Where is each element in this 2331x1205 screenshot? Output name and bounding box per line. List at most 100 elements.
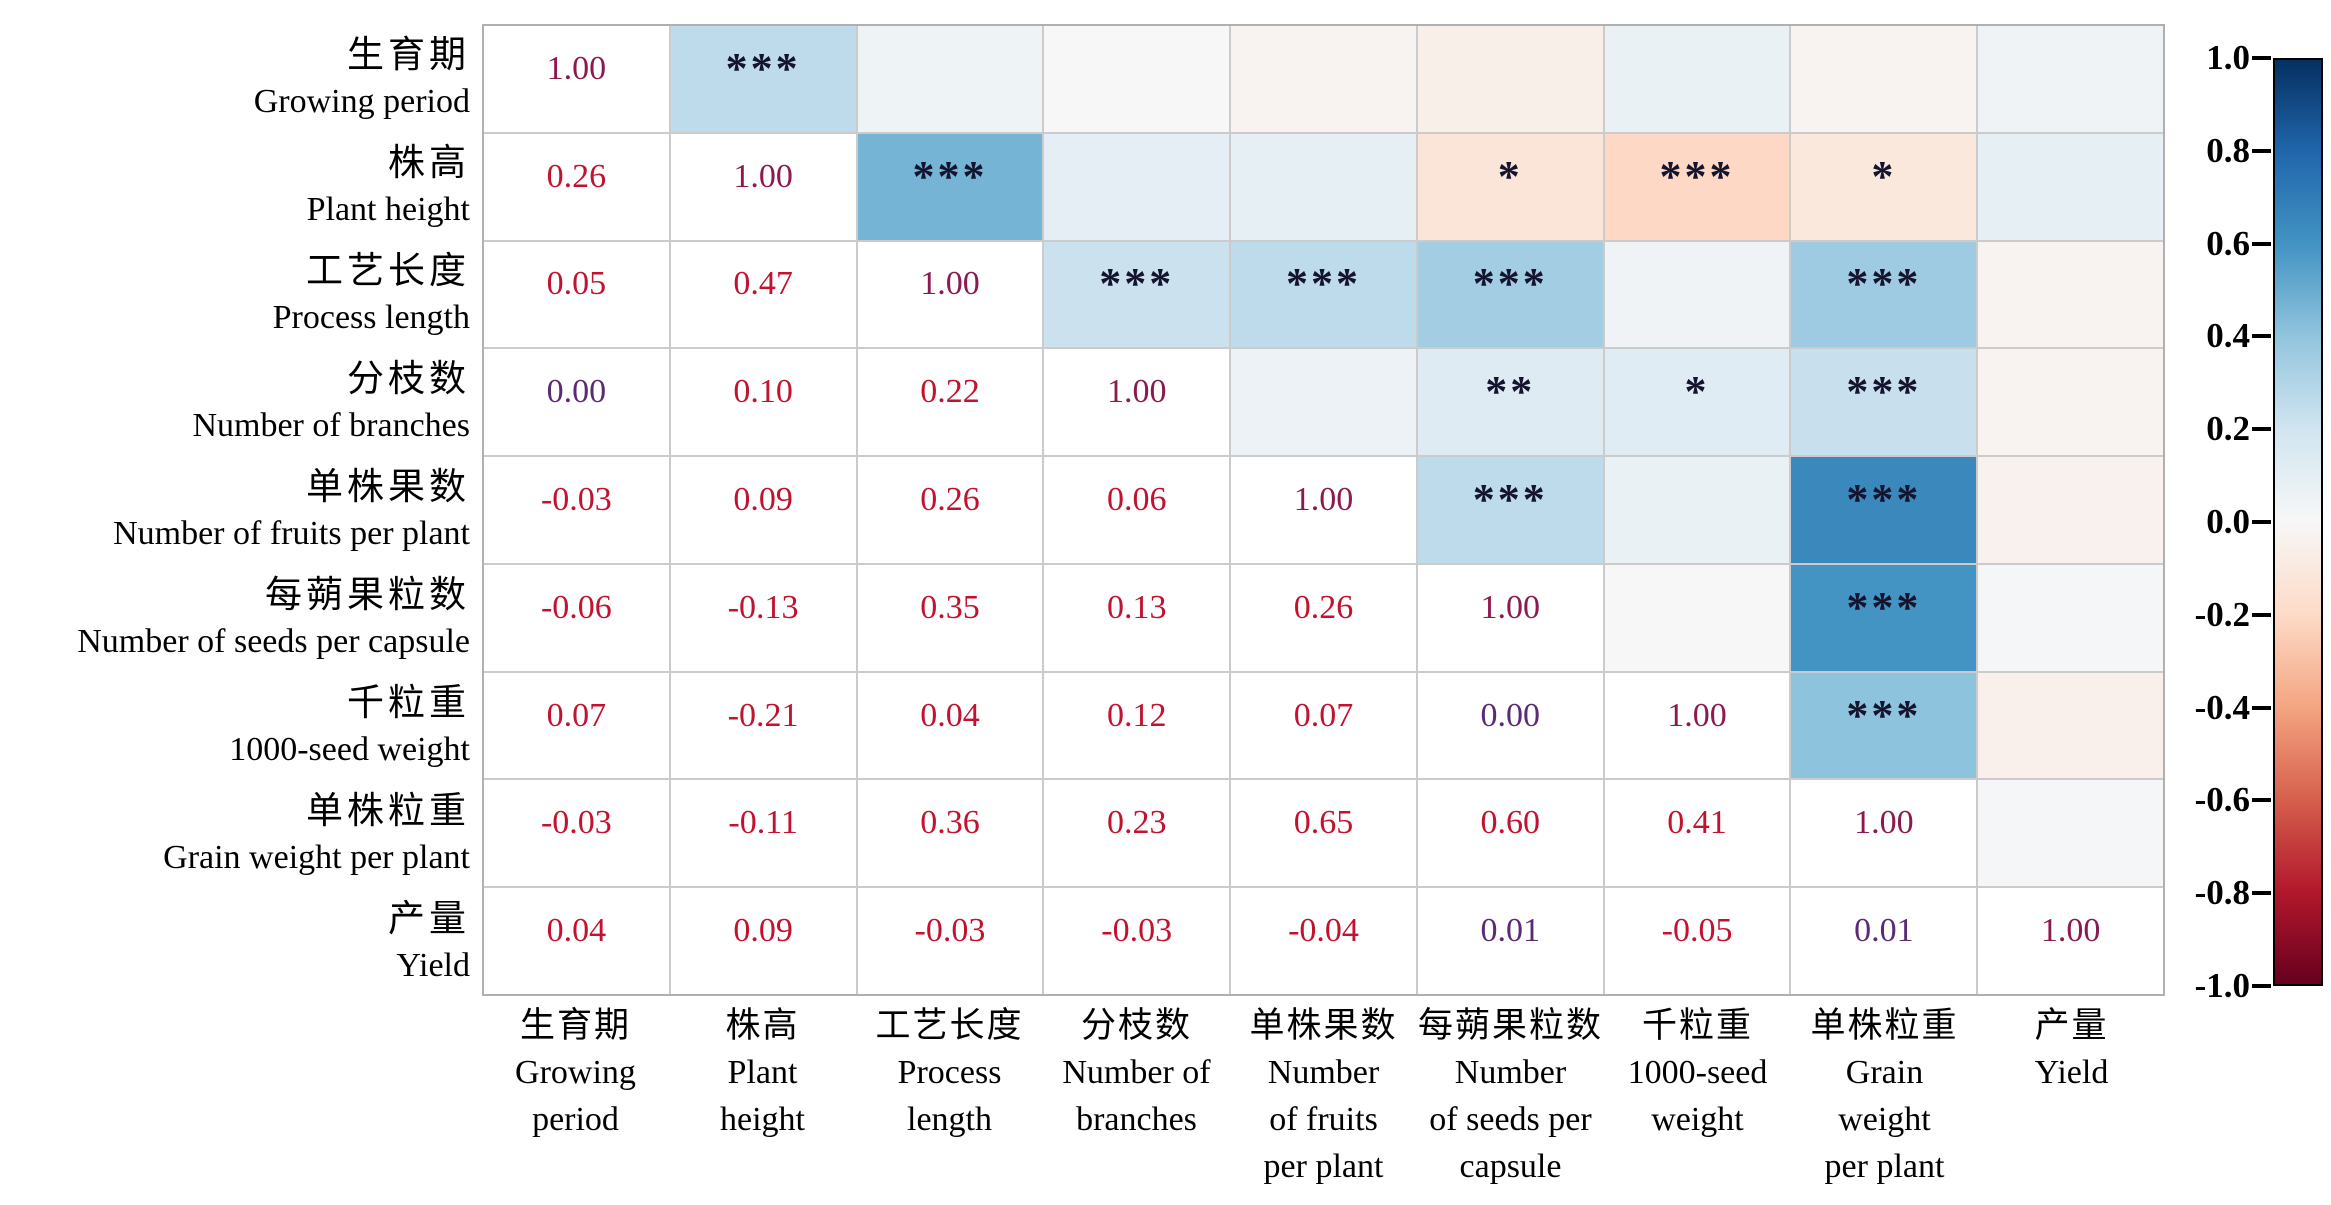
matrix-cell-r1c1: 1.00 <box>484 26 669 132</box>
row-label-zh: 每蒴果粒数 <box>265 575 470 616</box>
significance-stars: *** <box>1846 690 1922 740</box>
row-label-en: Process length <box>272 299 470 336</box>
col-label-zh: 单株果数 <box>1249 1006 1398 1045</box>
matrix-cell-r9c5: -0.04 <box>1231 888 1416 994</box>
col-label-en-line: Growing <box>515 1054 636 1091</box>
matrix-cell-r3c4: *** <box>1044 241 1230 348</box>
colorbar-tick-mark <box>2252 705 2271 710</box>
col-label-zh: 单株粒重 <box>1810 1006 1959 1045</box>
significance-stars: * <box>1684 367 1710 417</box>
matrix-cell-r7c2: -0.21 <box>670 672 856 779</box>
col-label-zh: 产量 <box>2034 1006 2109 1045</box>
matrix-cell-r4c3: 0.22 <box>857 349 1043 456</box>
matrix-cell-r4c6: ** <box>1417 349 1603 456</box>
matrix-cell-r3c3: 1.00 <box>857 241 1043 348</box>
correlation-value: -0.11 <box>728 804 798 842</box>
colorbar-tick-label: 0.8 <box>2206 130 2250 170</box>
col-label-zh: 每蒴果粒数 <box>1417 1006 1603 1045</box>
correlation-value: 1.00 <box>2040 912 2101 950</box>
matrix-cell-r5c9 <box>1978 457 2163 563</box>
row-label-en: Number of fruits per plant <box>113 515 470 552</box>
matrix-cell-r3c2: 0.47 <box>670 241 856 348</box>
matrix-cell-r5c8: *** <box>1791 457 1977 563</box>
matrix-cell-r8c5: 0.65 <box>1231 780 1416 887</box>
matrix-cell-r2c6: * <box>1417 133 1603 240</box>
matrix-cell-r7c5: 0.07 <box>1231 672 1416 779</box>
correlation-value: -0.03 <box>540 804 612 842</box>
significance-stars: *** <box>1846 582 1922 632</box>
matrix-cell-r6c8: *** <box>1791 564 1977 671</box>
matrix-cell-r6c2: -0.13 <box>670 564 856 671</box>
matrix-cell-r1c8 <box>1791 26 1977 132</box>
colorbar-tick-label: 0.4 <box>2206 316 2250 356</box>
row-label-6: 每蒴果粒数 Number of seeds per capsule <box>0 564 470 672</box>
matrix-cell-r5c2: 0.09 <box>670 457 856 563</box>
matrix-cell-r8c8: 1.00 <box>1791 780 1977 887</box>
matrix-cell-r7c4: 0.12 <box>1044 672 1230 779</box>
col-label-zh: 生育期 <box>519 1006 631 1045</box>
col-label-zh: 工艺长度 <box>875 1006 1024 1045</box>
row-label-zh: 千粒重 <box>347 683 470 724</box>
correlation-value: 1.00 <box>1667 696 1727 734</box>
row-label-zh: 工艺长度 <box>306 251 470 292</box>
col-label-en-line: weight <box>1838 1101 1931 1138</box>
row-label-zh: 生育期 <box>347 35 470 76</box>
col-label-en-line: Yield <box>2034 1054 2109 1091</box>
matrix-cell-r8c6: 0.60 <box>1417 780 1603 887</box>
matrix-cell-r8c9 <box>1978 780 2163 887</box>
correlation-value: 0.01 <box>1480 912 1541 950</box>
col-label-en-line: length <box>907 1101 992 1138</box>
colorbar-tick-label: 0.6 <box>2206 223 2250 263</box>
row-label-zh: 分枝数 <box>347 359 470 400</box>
col-label-zh: 千粒重 <box>1641 1006 1753 1045</box>
significance-stars: *** <box>1846 367 1922 417</box>
row-label-9: 产量 Yield <box>0 888 470 996</box>
correlation-value: 0.35 <box>920 588 980 626</box>
correlation-value: 0.10 <box>733 373 793 411</box>
matrix-cell-r3c7 <box>1604 241 1790 348</box>
col-label-en-line: Number <box>1267 1054 1380 1091</box>
col-label-3: 工艺长度 Process length <box>856 1002 1043 1143</box>
correlation-value: -0.04 <box>1288 912 1359 950</box>
row-label-en: Grain weight per plant <box>163 839 470 876</box>
correlation-value: -0.21 <box>727 696 799 734</box>
matrix-cell-r9c3: -0.03 <box>857 888 1043 994</box>
row-label-7: 千粒重 1000-seed weight <box>0 672 470 780</box>
correlation-value: 0.00 <box>1480 696 1541 734</box>
matrix-cell-r9c6: 0.01 <box>1417 888 1603 994</box>
matrix-cell-r5c4: 0.06 <box>1044 457 1230 563</box>
row-label-4: 分枝数 Number of branches <box>0 348 470 456</box>
row-label-2: 株高 Plant height <box>0 132 470 240</box>
col-label-7: 千粒重 1000-seed weight <box>1604 1002 1791 1143</box>
matrix-cell-r2c2: 1.00 <box>670 133 856 240</box>
correlation-value: 0.09 <box>733 912 793 950</box>
col-label-en-line: of fruits <box>1269 1101 1378 1138</box>
matrix-cell-r2c8: * <box>1791 133 1977 240</box>
matrix-cell-r1c2: *** <box>670 26 856 132</box>
matrix-cell-r9c9: 1.00 <box>1978 888 2163 994</box>
correlation-value: 0.26 <box>920 480 980 518</box>
correlation-value: 0.01 <box>1854 912 1914 950</box>
matrix-cell-r3c9 <box>1978 241 2163 348</box>
correlation-value: 0.05 <box>546 265 607 303</box>
correlation-value: 1.00 <box>733 157 793 195</box>
significance-stars: ** <box>1485 367 1536 417</box>
col-label-en-line: branches <box>1076 1101 1197 1138</box>
matrix-cell-r5c5: 1.00 <box>1231 457 1416 563</box>
matrix-cell-r2c1: 0.26 <box>484 133 669 240</box>
correlation-value: 0.07 <box>1293 696 1354 734</box>
correlation-value: 1.00 <box>1854 804 1914 842</box>
matrix-cell-r8c2: -0.11 <box>670 780 856 887</box>
matrix-cell-r5c6: *** <box>1417 457 1603 563</box>
row-label-en: Yield <box>396 947 470 984</box>
matrix-cell-r2c4 <box>1044 133 1230 240</box>
col-label-en-line: capsule <box>1459 1148 1562 1185</box>
colorbar-tick-label: -1.0 <box>2194 966 2250 1005</box>
colorbar-tick-label: -0.4 <box>2194 687 2250 727</box>
correlation-value: -0.05 <box>1661 912 1733 950</box>
matrix-cell-r3c1: 0.05 <box>484 241 669 348</box>
correlation-value: 0.60 <box>1480 804 1541 842</box>
col-label-5: 单株果数 Number of fruits per plant <box>1230 1002 1417 1190</box>
colorbar-tick-mark <box>2252 984 2271 988</box>
